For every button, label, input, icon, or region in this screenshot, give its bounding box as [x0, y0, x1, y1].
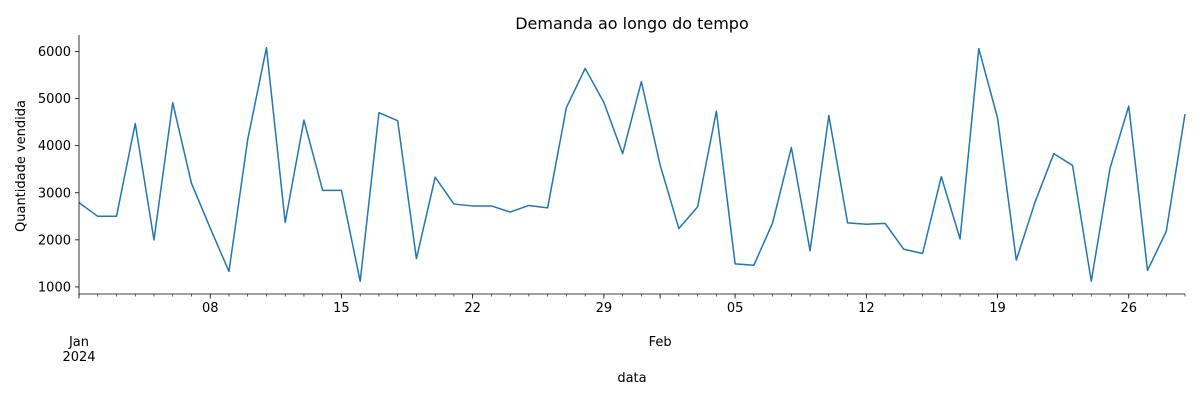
y-tick-label: 1000	[38, 280, 71, 295]
x-tick-label: 08	[202, 301, 219, 316]
y-tick-label: 4000	[38, 139, 71, 154]
chart-title: Demanda ao longo do tempo	[515, 14, 749, 33]
x-period-label: Jan	[68, 335, 89, 350]
x-tick-label: 26	[1120, 301, 1137, 316]
y-tick-label: 2000	[38, 233, 71, 248]
x-period-sublabel: 2024	[62, 350, 95, 365]
x-tick-label: 22	[464, 301, 481, 316]
y-tick-label: 3000	[38, 186, 71, 201]
x-axis-title: data	[617, 371, 646, 386]
x-tick-label: 19	[989, 301, 1006, 316]
x-tick-label: 12	[858, 301, 875, 316]
x-tick-label: 29	[596, 301, 613, 316]
x-period-label: Feb	[649, 335, 672, 350]
y-tick-label: 6000	[38, 45, 71, 60]
y-axis-title: Quantidade vendida	[14, 100, 29, 232]
y-tick-label: 5000	[38, 92, 71, 107]
plot-area	[78, 46, 1186, 283]
x-tick-label: 05	[727, 301, 744, 316]
series-line	[78, 46, 1186, 283]
y-axis: 1000 2000 3000 4000 5000 6000	[38, 35, 80, 295]
x-tick-label: 15	[333, 301, 350, 316]
